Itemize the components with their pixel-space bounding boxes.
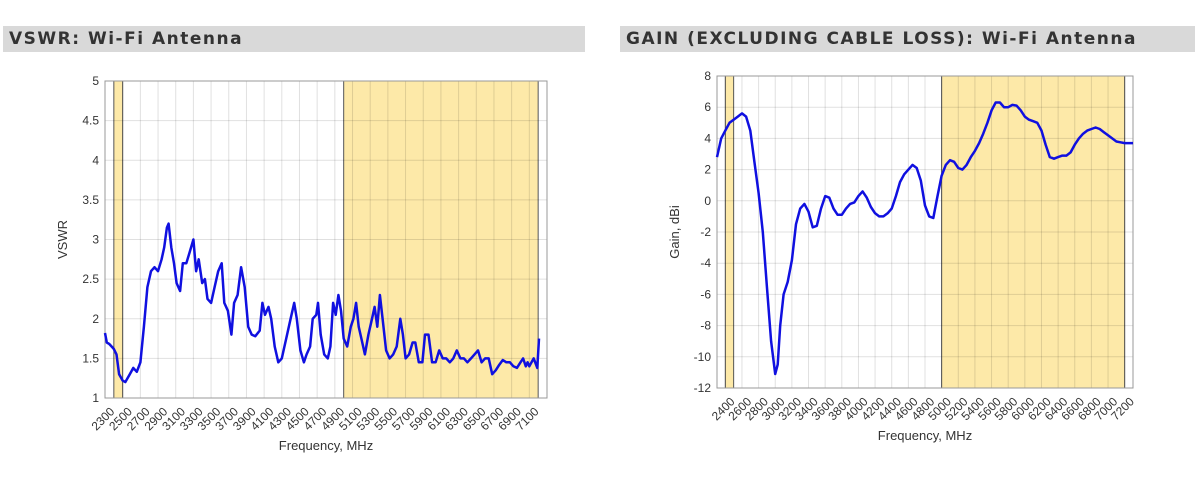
axes-box xyxy=(716,75,1134,389)
y-tick-label: 3.5 xyxy=(82,193,99,207)
data-line xyxy=(103,222,541,384)
vswr-chart: 2300250027002900310033003500370039004100… xyxy=(55,74,548,453)
y-tick-label: 4 xyxy=(92,153,99,167)
y-tick-label: 3 xyxy=(92,233,99,247)
y-tick-label: 6 xyxy=(704,100,711,114)
y-tick-label: -6 xyxy=(700,287,711,301)
y-tick-label: 2 xyxy=(92,312,99,326)
y-tick-label: -8 xyxy=(700,319,711,333)
axes-box xyxy=(104,80,548,399)
y-tick-label: -2 xyxy=(700,225,711,239)
x-axis-label: Frequency, MHz xyxy=(279,438,373,453)
y-tick-label: 4.5 xyxy=(82,114,99,128)
y-tick-label: 2.5 xyxy=(82,272,99,286)
y-tick-label: 2 xyxy=(704,163,711,177)
y-tick-label: 4 xyxy=(704,131,711,145)
y-axis-label: VSWR xyxy=(55,220,70,259)
data-line xyxy=(715,101,1133,376)
y-tick-label: -4 xyxy=(700,256,711,270)
y-tick-label: -10 xyxy=(694,350,712,364)
y-tick-label: 1 xyxy=(92,391,99,405)
y-axis-label: Gain, dBi xyxy=(667,205,682,259)
y-tick-label: 8 xyxy=(704,69,711,83)
y-tick-label: 0 xyxy=(704,194,711,208)
x-axis-label: Frequency, MHz xyxy=(878,428,972,443)
gain-chart-title: GAIN (EXCLUDING CABLE LOSS): Wi-Fi Anten… xyxy=(620,26,1195,52)
vswr-chart-title: VSWR: Wi-Fi Antenna xyxy=(3,26,585,52)
y-tick-label: 5 xyxy=(92,74,99,88)
shaded-band xyxy=(343,80,539,399)
y-tick-label: -12 xyxy=(694,381,712,395)
y-tick-label: 1.5 xyxy=(82,351,99,365)
